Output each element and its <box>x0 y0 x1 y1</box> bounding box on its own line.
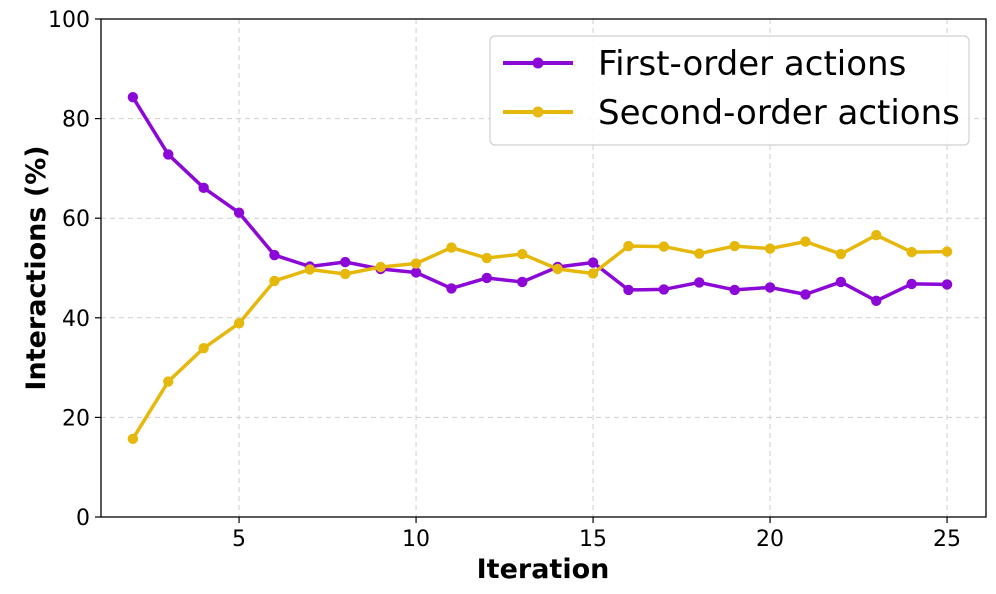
data-point <box>941 279 953 290</box>
data-point <box>764 243 776 254</box>
data-point <box>835 248 847 260</box>
data-point <box>269 275 280 287</box>
x-tick-label: 25 <box>933 527 961 552</box>
data-point <box>764 282 776 293</box>
y-axis-title: Interactions (%) <box>21 145 52 390</box>
data-point <box>410 258 422 269</box>
data-point <box>127 433 139 445</box>
data-point <box>800 289 811 300</box>
data-point <box>446 242 457 253</box>
legend-box <box>489 35 970 146</box>
legend-marker-first-order <box>532 57 544 69</box>
y-tick-label: 100 <box>48 8 90 33</box>
data-point <box>304 264 316 275</box>
axes <box>100 18 987 518</box>
y-tick-label: 40 <box>62 307 90 332</box>
data-point <box>729 284 740 296</box>
tick-labels: 5 10 15 20 25 0 20 40 60 80 100 <box>48 8 961 552</box>
series-line <box>131 95 949 303</box>
x-tick-label: 20 <box>756 527 784 552</box>
data-point <box>517 248 528 260</box>
data-point <box>198 182 209 194</box>
data-point <box>587 257 599 268</box>
data-point <box>517 276 528 288</box>
data-point <box>941 246 953 257</box>
data-point <box>658 241 670 252</box>
data-point <box>694 248 705 259</box>
data-point <box>127 91 139 103</box>
data-point <box>623 240 634 252</box>
data-point <box>340 256 351 268</box>
data-point <box>623 284 634 296</box>
plot-area-frame <box>100 18 987 518</box>
x-tick-label: 15 <box>579 527 607 552</box>
data-point <box>233 207 245 218</box>
data-point <box>587 268 599 279</box>
data-point <box>694 277 705 288</box>
series <box>127 91 953 445</box>
series-first-order <box>127 91 953 307</box>
x-axis-title: Iteration <box>477 554 610 585</box>
data-point <box>906 246 917 258</box>
data-point <box>198 342 209 354</box>
legend-label-first-order: First-order actions <box>598 44 906 84</box>
series-second-order <box>127 229 953 445</box>
legend-marker-second-order <box>532 106 544 118</box>
data-point <box>800 236 811 247</box>
legend: First-order actions Second-order actions <box>489 35 970 146</box>
data-point <box>446 283 457 294</box>
data-point <box>163 149 174 160</box>
data-point <box>163 376 174 387</box>
data-point <box>729 240 740 252</box>
y-tick-label: 80 <box>62 108 90 133</box>
data-point <box>375 261 386 273</box>
data-point <box>269 249 280 261</box>
data-point <box>906 278 917 290</box>
data-point <box>481 272 493 284</box>
y-tick-label: 0 <box>76 506 90 531</box>
data-point <box>233 318 245 329</box>
data-point <box>410 267 422 278</box>
series-line <box>131 233 949 441</box>
data-point <box>552 263 563 275</box>
legend-label-second-order: Second-order actions <box>598 93 960 133</box>
data-point <box>481 252 493 264</box>
x-tick-label: 10 <box>402 527 430 552</box>
data-point <box>871 295 882 307</box>
data-point <box>658 284 670 295</box>
y-tick-label: 60 <box>62 207 90 232</box>
y-tick-label: 20 <box>62 406 90 431</box>
data-point <box>340 268 351 280</box>
data-point <box>835 276 847 288</box>
x-tick-label: 5 <box>232 527 246 552</box>
data-point <box>871 229 882 241</box>
